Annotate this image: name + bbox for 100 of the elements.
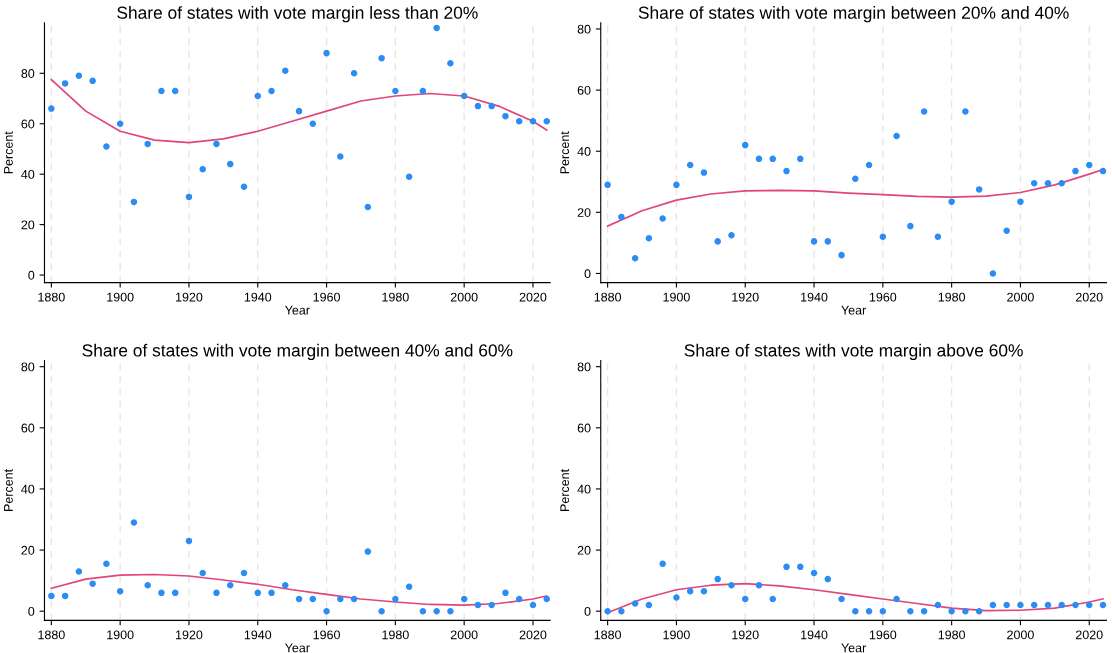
point: [405, 173, 413, 180]
point: [934, 233, 942, 241]
point: [144, 581, 151, 589]
point: [810, 569, 818, 577]
point: [1044, 601, 1052, 609]
x-tick-label: 1980: [938, 630, 966, 640]
x-tick-label: 1900: [107, 630, 134, 640]
x-tick-label: 1960: [313, 292, 340, 302]
point: [1017, 198, 1024, 205]
point: [893, 595, 900, 603]
x-tick-label: 1900: [107, 292, 134, 302]
x-tick-label: 1900: [663, 630, 690, 640]
y-tick-label: 20: [577, 208, 591, 217]
point: [419, 87, 427, 95]
point: [213, 140, 220, 148]
point: [185, 537, 193, 545]
y-tick-label: 20: [21, 545, 35, 555]
point: [75, 72, 83, 80]
x-tick-label: 1940: [244, 292, 272, 302]
y-tick-label: 80: [577, 24, 591, 34]
point: [728, 232, 735, 239]
point: [700, 588, 708, 595]
point: [934, 601, 942, 609]
point: [755, 581, 763, 589]
point: [741, 595, 749, 603]
point: [158, 87, 165, 95]
point: [948, 198, 955, 205]
point: [378, 54, 385, 62]
point: [199, 165, 206, 173]
point: [392, 595, 399, 603]
point: [645, 235, 653, 242]
point: [48, 105, 55, 112]
point: [185, 193, 193, 201]
point: [1099, 601, 1107, 609]
point: [631, 600, 639, 607]
point: [783, 167, 790, 175]
y-tick-label: 60: [577, 423, 591, 433]
point: [604, 607, 611, 615]
point: [893, 132, 900, 140]
y-tick-label: 40: [577, 147, 591, 156]
x-tick-label: 1880: [38, 630, 65, 640]
y-tick-label: 40: [577, 484, 591, 494]
y-tick-label: 80: [21, 362, 35, 372]
point: [474, 601, 482, 609]
point: [419, 607, 427, 615]
x-tick-label: 1980: [382, 630, 409, 640]
point: [879, 233, 887, 241]
chart-title: Share of states with vote margin between 40% and 60%: [82, 343, 513, 361]
y-tick-label: 0: [584, 606, 591, 616]
y-axis-title: Percent: [560, 469, 570, 511]
point: [213, 589, 220, 597]
point: [686, 588, 694, 595]
point: [1030, 180, 1038, 187]
x-tick-label: 1960: [869, 292, 897, 302]
point: [714, 238, 721, 245]
point: [282, 581, 289, 589]
point: [645, 601, 653, 609]
x-tick-label: 1940: [801, 630, 828, 640]
point: [907, 222, 914, 230]
point: [460, 595, 468, 603]
point: [975, 186, 983, 193]
point: [907, 607, 914, 615]
point: [337, 153, 344, 160]
point: [1085, 161, 1093, 169]
point: [130, 519, 138, 526]
x-tick-label: 1960: [313, 630, 340, 640]
x-axis-title: Year: [284, 643, 310, 653]
point: [48, 592, 55, 600]
point: [337, 595, 344, 603]
point: [226, 160, 234, 168]
point: [1044, 180, 1052, 187]
point: [282, 67, 289, 75]
x-tick-label: 2000: [450, 630, 478, 640]
y-axis-title: Percent: [4, 469, 13, 511]
point: [879, 607, 887, 615]
y-tick-label: 40: [21, 484, 35, 494]
point: [515, 595, 523, 603]
y-tick-label: 60: [21, 119, 35, 129]
point: [364, 203, 372, 211]
point: [488, 601, 495, 609]
point: [797, 155, 804, 163]
point: [673, 181, 680, 189]
point: [130, 198, 138, 206]
point: [460, 92, 468, 100]
point: [529, 601, 537, 609]
point: [948, 607, 955, 615]
point: [309, 120, 317, 127]
point: [659, 215, 666, 222]
x-axis-title: Year: [284, 305, 310, 315]
line-series: [50, 573, 548, 606]
point: [268, 87, 275, 95]
point: [618, 607, 625, 615]
point: [1003, 601, 1010, 609]
y-axis-title: Percent: [4, 131, 13, 174]
point: [1030, 601, 1038, 609]
point: [364, 548, 372, 555]
x-tick-label: 1880: [594, 292, 622, 302]
chart-title: Share of states with vote margin above 60%: [684, 343, 1023, 361]
point: [378, 607, 385, 615]
x-axis-title: Year: [841, 305, 867, 315]
